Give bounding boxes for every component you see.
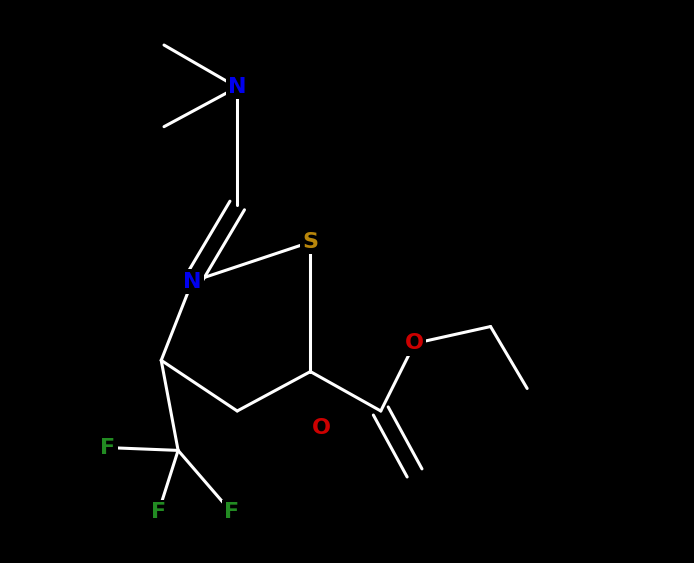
Text: F: F <box>151 502 166 522</box>
Text: F: F <box>224 502 239 522</box>
Text: N: N <box>228 77 246 97</box>
Text: S: S <box>303 232 319 252</box>
Text: O: O <box>312 418 331 438</box>
Text: F: F <box>100 437 115 458</box>
Text: N: N <box>183 271 201 292</box>
Text: O: O <box>405 333 424 354</box>
